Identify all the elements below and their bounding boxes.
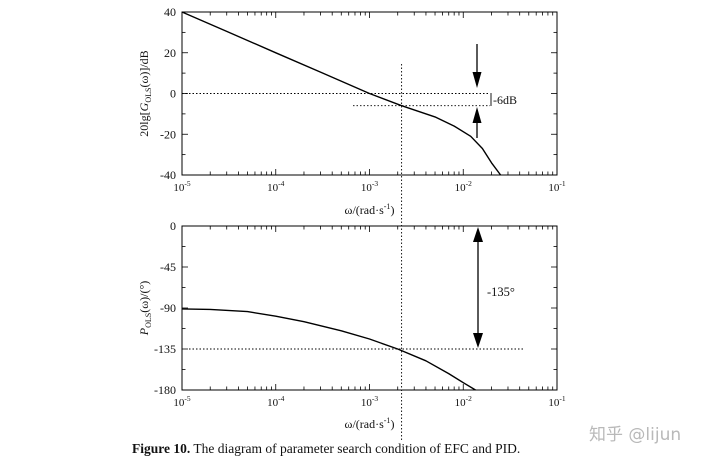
annotation-minus135: -135° [487,285,515,299]
phase-panel: 10-5 10-4 10-3 10-2 10-1 0 -45 -90 -135 -180 ω/(ra… [137,219,566,431]
y-tick-label: 0 [170,219,176,233]
y-tick-label: -180 [154,383,176,397]
y-tick-label: -20 [160,127,176,141]
watermark: 知乎 @lijun [589,425,682,445]
phase-arrowhead-up [473,227,483,242]
y-axis-label: POLS(ω)/(°) [137,281,153,336]
x-axis-label: ω/(rad·s-1) [345,416,395,431]
x-tick-label: 10-4 [267,179,284,194]
arrowhead-up [472,107,482,123]
y-tick-label: -45 [160,260,176,274]
y-tick-label: 20 [164,46,176,60]
phase-arrowhead-down [473,333,483,348]
y-axis-label: 20lg[GOLS(ω)]/dB [137,50,153,136]
y-tick-label: -40 [160,168,176,182]
x-tick-label: 10-3 [361,179,378,194]
x-axis-label: ω/(rad·s-1) [345,202,395,217]
x-tick-label: 10-2 [455,179,472,194]
x-tick-label: 10-1 [548,179,565,194]
series-line [181,308,476,391]
y-tick-label: -90 [160,301,176,315]
figure-caption: Figure 10. The diagram of parameter sear… [132,441,520,457]
magnitude-panel: 10-5 10-4 10-3 10-2 10-1 40 20 0 -20 -40 ω/(rad·s-… [137,5,566,440]
arrowhead-down [472,72,482,88]
annotation-minus6db: -6dB [493,93,517,107]
caption-text: The diagram of parameter search conditio… [190,441,521,456]
y-tick-label: -135 [154,342,176,356]
series-line [181,11,502,176]
x-tick-label: 10-2 [455,394,472,409]
x-tick-label: 10-5 [173,394,190,409]
x-tick-label: 10-4 [267,394,284,409]
y-tick-label: 0 [170,87,176,101]
x-tick-label: 10-3 [361,394,378,409]
caption-label: Figure 10. [132,441,191,456]
plot-frame [181,225,558,391]
x-tick-label: 10-1 [548,394,565,409]
bode-figure: 10-5 10-4 10-3 10-2 10-1 40 20 0 -20 -40 ω/(rad·s-… [137,5,566,440]
y-tick-label: 40 [164,5,176,19]
x-tick-label: 10-5 [173,179,190,194]
